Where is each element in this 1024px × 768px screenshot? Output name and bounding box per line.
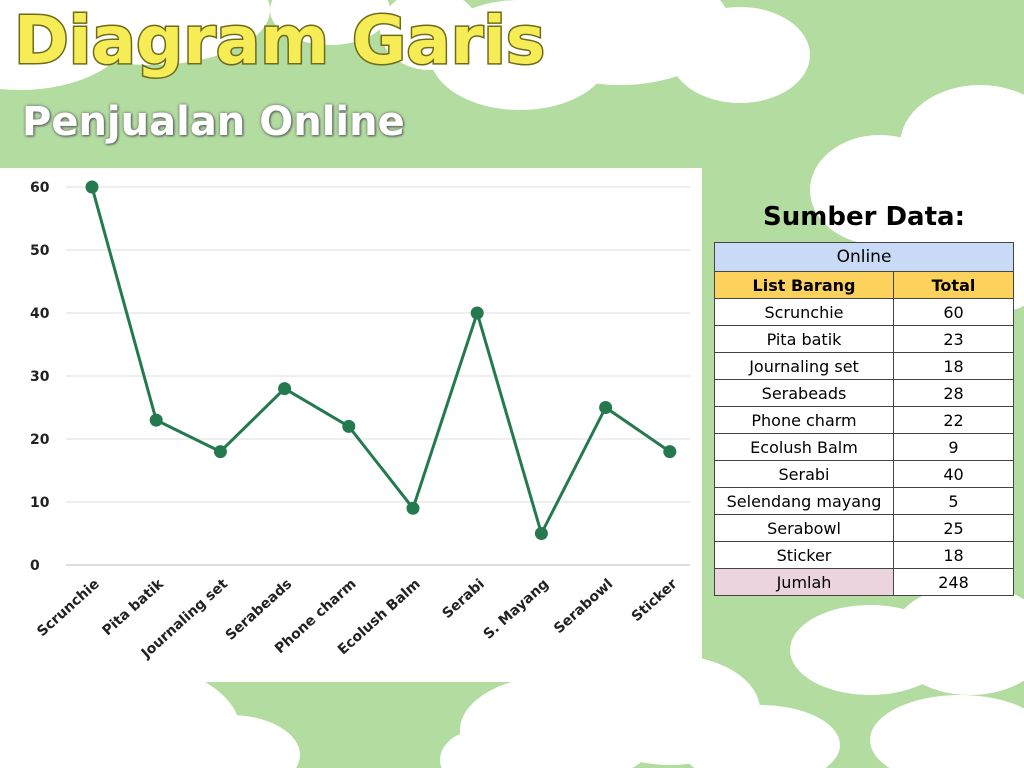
- data-point: [342, 419, 356, 433]
- source-table: Online List Barang Total Scrunchie 60 Pit…: [714, 242, 1014, 596]
- item-total: 9: [893, 433, 1014, 461]
- page-title: Diagram Garis: [12, 2, 546, 79]
- item-total: 23: [893, 325, 1014, 353]
- table-row: Serabeads 28: [714, 379, 1014, 407]
- item-total: 60: [893, 298, 1014, 326]
- item-name: Serabowl: [714, 514, 894, 542]
- table-row: Sticker 18: [714, 541, 1014, 569]
- item-name: Selendang mayang: [714, 487, 894, 515]
- item-total: 5: [893, 487, 1014, 515]
- x-tick-label: Serabi: [439, 576, 487, 622]
- data-point: [663, 445, 677, 459]
- data-point: [599, 401, 613, 414]
- series-line: [90, 186, 671, 535]
- x-tick-label: Sticker: [629, 576, 681, 625]
- item-total: 40: [893, 460, 1014, 488]
- chart-panel: 0 10 20 30 40 50 60 Scrunchie Pita batik Journali…: [0, 168, 702, 682]
- table-row: Serabowl 25: [714, 514, 1014, 542]
- data-point: [213, 445, 227, 459]
- item-name: Journaling set: [714, 352, 894, 380]
- data-point: [149, 413, 163, 427]
- page-subtitle: Penjualan Online: [22, 99, 405, 145]
- item-total: 25: [893, 514, 1014, 542]
- x-tick-label: S. Mayang: [481, 576, 552, 643]
- item-name: Serabeads: [714, 379, 894, 407]
- item-total: 28: [893, 379, 1014, 407]
- item-total: 18: [893, 541, 1014, 569]
- data-point: [278, 382, 292, 396]
- y-tick-label: 20: [30, 432, 50, 448]
- table-row: Phone charm 22: [714, 406, 1014, 434]
- item-name: Scrunchie: [714, 298, 894, 326]
- x-tick-label: Serabowl: [551, 576, 616, 637]
- data-point: [534, 527, 548, 540]
- data-point: [470, 306, 484, 320]
- table-row: Ecolush Balm 9: [714, 433, 1014, 461]
- y-tick-label: 40: [30, 306, 50, 322]
- data-point: [406, 501, 420, 515]
- x-tick-label: Pita batik: [99, 576, 167, 639]
- item-name: Serabi: [714, 460, 894, 488]
- y-tick-label: 10: [30, 495, 50, 511]
- table-total-row: Jumlah 248: [714, 568, 1014, 596]
- y-tick-label: 50: [30, 243, 50, 259]
- table-row: Pita batik 23: [714, 325, 1014, 353]
- table-title: Online: [714, 242, 1014, 272]
- table-row: Selendang mayang 5: [714, 487, 1014, 515]
- table-row: Scrunchie 60: [714, 298, 1014, 326]
- item-total: 18: [893, 352, 1014, 380]
- y-tick-label: 60: [30, 180, 50, 196]
- data-point: [85, 180, 99, 194]
- y-tick-label: 30: [30, 369, 50, 385]
- source-title: Sumber Data:: [763, 202, 965, 232]
- total-label: Jumlah: [714, 568, 894, 596]
- column-header-item: List Barang: [714, 271, 894, 299]
- total-value: 248: [893, 568, 1014, 596]
- x-tick-label: Scrunchie: [34, 576, 103, 640]
- item-name: Phone charm: [714, 406, 894, 434]
- item-total: 22: [893, 406, 1014, 434]
- column-header-total: Total: [893, 271, 1014, 299]
- table-row: Serabi 40: [714, 460, 1014, 488]
- item-name: Sticker: [714, 541, 894, 569]
- table-row: Journaling set 18: [714, 352, 1014, 380]
- item-name: Pita batik: [714, 325, 894, 353]
- y-tick-label: 0: [30, 558, 40, 574]
- item-name: Ecolush Balm: [714, 433, 894, 461]
